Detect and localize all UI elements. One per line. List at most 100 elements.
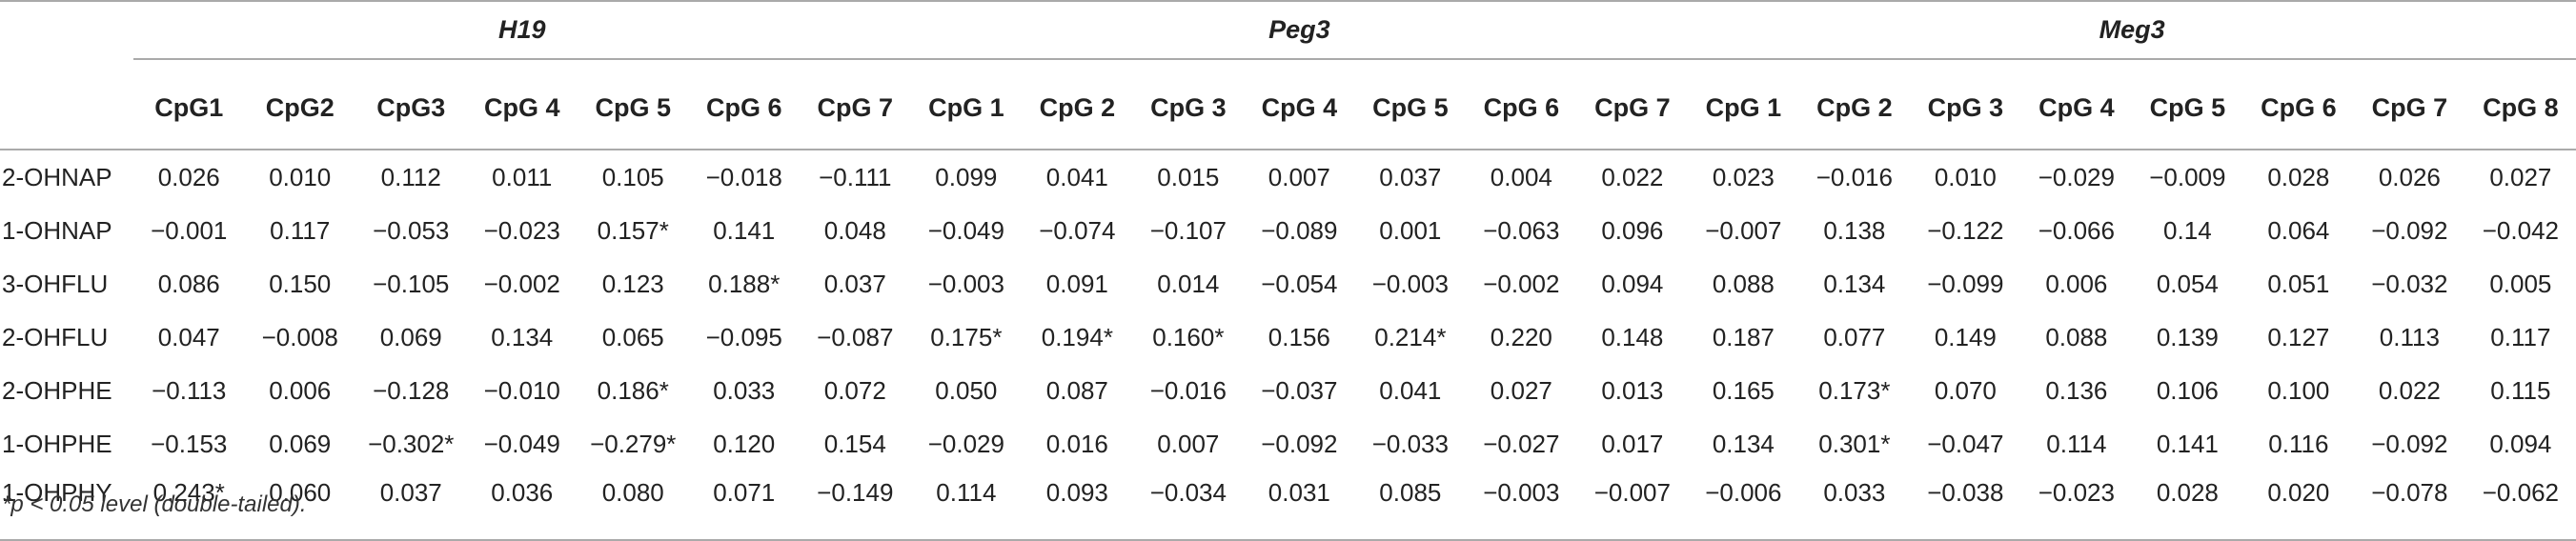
table-cell: −0.053	[373, 215, 450, 245]
table-cell: −0.113	[152, 375, 227, 405]
table-cell: 0.186*	[597, 375, 669, 405]
table-cell: 0.072	[823, 375, 886, 405]
table-cell: −0.006	[1688, 471, 1799, 541]
table-cell: −0.087	[817, 322, 894, 351]
table-cell: −0.078	[2354, 471, 2465, 541]
table-cell: −0.111	[819, 162, 892, 191]
table-cell: −0.023	[2020, 471, 2133, 541]
table-cell: 0.014	[1157, 269, 1220, 298]
table-cell: 0.094	[2489, 429, 2552, 458]
table-cell: 0.136	[2045, 375, 2108, 405]
column-header: CpG 6	[2242, 67, 2355, 150]
table-cell: 0.157*	[597, 215, 669, 245]
column-header: CpG1	[133, 67, 245, 150]
table-cell: −0.153	[151, 429, 228, 458]
table-cell: −0.002	[483, 269, 560, 298]
table-cell: 0.112	[380, 162, 441, 191]
table-cell: 0.036	[466, 471, 578, 541]
table-row: 1-OHNAP −0.001 0.117 −0.053 −0.023 0.157* 0.14…	[0, 204, 2576, 257]
table-cell: 0.022	[2378, 375, 2441, 405]
table-cell: −0.016	[1815, 162, 1893, 191]
table-cell: 0.150	[269, 269, 332, 298]
row-label: 3-OHFLU	[2, 269, 109, 298]
table-cell: −0.042	[2482, 215, 2559, 245]
table-cell: 0.086	[157, 269, 220, 298]
group-label: Meg3	[1688, 10, 2576, 60]
table-cell: 0.017	[1601, 429, 1664, 458]
column-header: CpG 3	[1132, 67, 1245, 150]
table-cell: 0.301*	[1818, 429, 1891, 458]
table-cell: 0.154	[823, 429, 886, 458]
table-cell: 0.087	[1045, 375, 1108, 405]
table-cell: 0.114	[910, 471, 1023, 541]
table-cell: 0.127	[2267, 322, 2330, 351]
table-cell: 0.120	[713, 429, 776, 458]
table-cell: 0.050	[935, 375, 998, 405]
table-cell: 0.041	[1045, 162, 1108, 191]
table-cell: 0.051	[2267, 269, 2330, 298]
group-header-row: H19 Peg3 Meg3	[0, 0, 2576, 67]
table-cell: 0.113	[2379, 322, 2440, 351]
table-row: 1-OHPHY 0.243* 0.060 0.037 0.036 0.080 0.071 −0…	[0, 471, 2576, 541]
table-cell: 0.047	[157, 322, 220, 351]
table-cell: 0.077	[1823, 322, 1886, 351]
table-cell: 0.091	[1045, 269, 1108, 298]
table-cell: −0.001	[151, 215, 228, 245]
table-cell: 0.010	[1934, 162, 1997, 191]
table-cell: −0.009	[2149, 162, 2226, 191]
table-cell: 0.134	[491, 322, 554, 351]
table-row: 2-OHFLU 0.047 −0.008 0.069 0.134 0.065 −0.095 −…	[0, 311, 2576, 364]
group-header-1: Peg3	[910, 0, 1689, 67]
table-cell: −0.002	[1483, 269, 1560, 298]
column-header: CpG 3	[1910, 67, 2021, 150]
table-cell: 0.001	[1379, 215, 1442, 245]
table-cell: 0.023	[1712, 162, 1775, 191]
table-cell: −0.092	[2371, 429, 2448, 458]
table-cell: 0.100	[2267, 375, 2330, 405]
table-cell: 0.020	[2242, 471, 2355, 541]
table-cell: 0.028	[2132, 471, 2243, 541]
table-cell: 0.106	[2156, 375, 2219, 405]
table-cell: −0.008	[261, 322, 338, 351]
table-cell: −0.010	[483, 375, 560, 405]
table-cell: 0.007	[1157, 429, 1220, 458]
table-cell: 0.011	[492, 162, 553, 191]
table-cell: 0.027	[1490, 375, 1552, 405]
table-cell: −0.066	[2038, 215, 2115, 245]
group-label: Peg3	[910, 10, 1689, 60]
table-cell: 0.093	[1022, 471, 1133, 541]
column-header: CpG 6	[1466, 67, 1577, 150]
table-row: 1-OHPHE −0.153 0.069 −0.302* −0.049 −0.279* 0.…	[0, 417, 2576, 471]
table-cell: 0.013	[1601, 375, 1664, 405]
table-cell: −0.007	[1705, 215, 1782, 245]
table-cell: −0.029	[2038, 162, 2115, 191]
corner-cell	[0, 0, 133, 67]
table-cell: −0.007	[1576, 471, 1689, 541]
column-header: CpG 8	[2464, 67, 2576, 150]
table-cell: 0.006	[269, 375, 332, 405]
column-header: CpG 4	[466, 67, 578, 150]
table-cell: 0.088	[2045, 322, 2108, 351]
table-cell: 0.115	[2490, 375, 2551, 405]
footnote: *p < 0.05 level (double-tailed).	[2, 491, 307, 517]
row-label: 2-OHFLU	[2, 322, 109, 351]
table-cell: −0.089	[1261, 215, 1338, 245]
table-cell: 0.022	[1601, 162, 1664, 191]
table-cell: 0.010	[269, 162, 332, 191]
table-cell: 0.071	[688, 471, 800, 541]
table-cell: 0.069	[379, 322, 442, 351]
table-cell: −0.128	[373, 375, 450, 405]
row-label: 1-OHPHE	[2, 429, 112, 458]
table-cell: −0.018	[705, 162, 782, 191]
table-cell: 0.054	[2156, 269, 2219, 298]
table-cell: −0.016	[1149, 375, 1227, 405]
table-cell: 0.070	[1934, 375, 1997, 405]
table-cell: −0.074	[1039, 215, 1116, 245]
column-header: CpG 7	[800, 67, 911, 150]
table-cell: 0.016	[1045, 429, 1108, 458]
table-cell: 0.141	[2156, 429, 2219, 458]
table-cell: 0.015	[1157, 162, 1220, 191]
table-cell: −0.095	[705, 322, 782, 351]
table-cell: 0.033	[1798, 471, 1911, 541]
row-label: 2-OHPHE	[2, 375, 112, 405]
